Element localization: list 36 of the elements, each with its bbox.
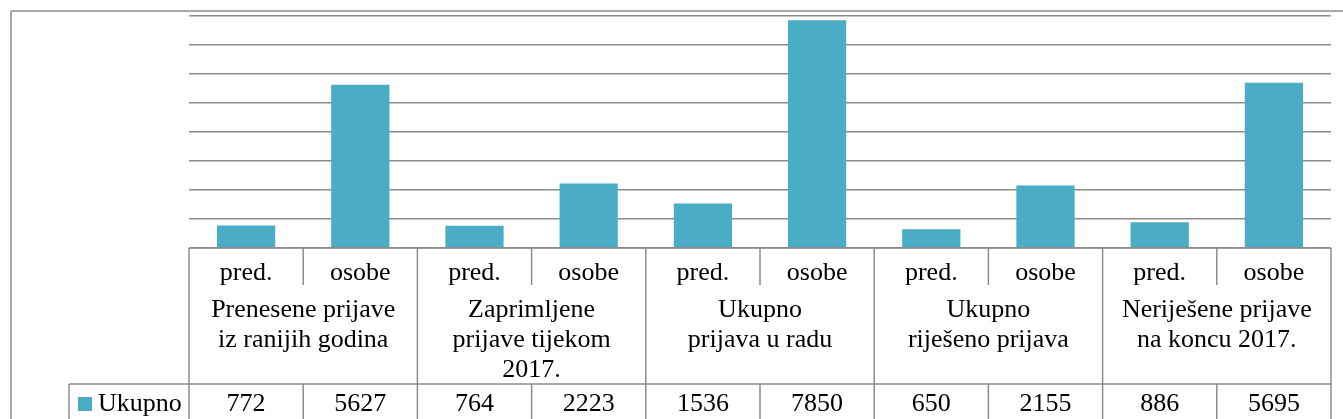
text: Prenesene prijave iz ranijih godina (211, 293, 396, 353)
x-tick-label: osobe (1015, 257, 1076, 287)
data-label: 772 (226, 387, 266, 417)
bar (559, 183, 618, 248)
text: Zaprimljene prijave tijekom 2017. (452, 293, 611, 383)
bar (902, 229, 961, 248)
data-label: 650 (911, 387, 951, 417)
data-label: 5695 (1247, 387, 1300, 417)
bar (445, 225, 504, 248)
x-tick-label: osobe (329, 257, 391, 287)
x-tick-label: osobe (1243, 257, 1305, 287)
data-label: 764 (455, 387, 494, 417)
legend-label: Ukupno (98, 387, 182, 417)
bar (331, 84, 390, 248)
text: Ukupno riješeno prijava (907, 293, 1070, 353)
bar (1244, 82, 1304, 248)
x-tick-label: pred. (676, 257, 730, 287)
data-label: 2223 (562, 387, 615, 417)
bar (673, 203, 733, 248)
text: Ukupno prijava u radu (687, 293, 833, 353)
x-tick-label: osobe (558, 257, 620, 287)
bar (787, 20, 847, 248)
bar (216, 225, 276, 248)
bar (1016, 185, 1075, 248)
bar (1130, 222, 1189, 248)
data-label: 5627 (334, 387, 387, 417)
x-tick-label: pred. (1133, 257, 1187, 287)
x-tick-label: pred. (904, 257, 958, 287)
x-tick-label: pred. (219, 257, 273, 287)
x-tick-label: osobe (786, 257, 848, 287)
data-label: 886 (1140, 387, 1180, 417)
text: Neriješene prijave na koncu 2017. (1121, 293, 1312, 353)
data-label: 7850 (791, 387, 844, 417)
x-tick-label: pred. (448, 257, 501, 287)
data-label: 2155 (1019, 387, 1072, 417)
data-label: 1536 (676, 387, 729, 417)
